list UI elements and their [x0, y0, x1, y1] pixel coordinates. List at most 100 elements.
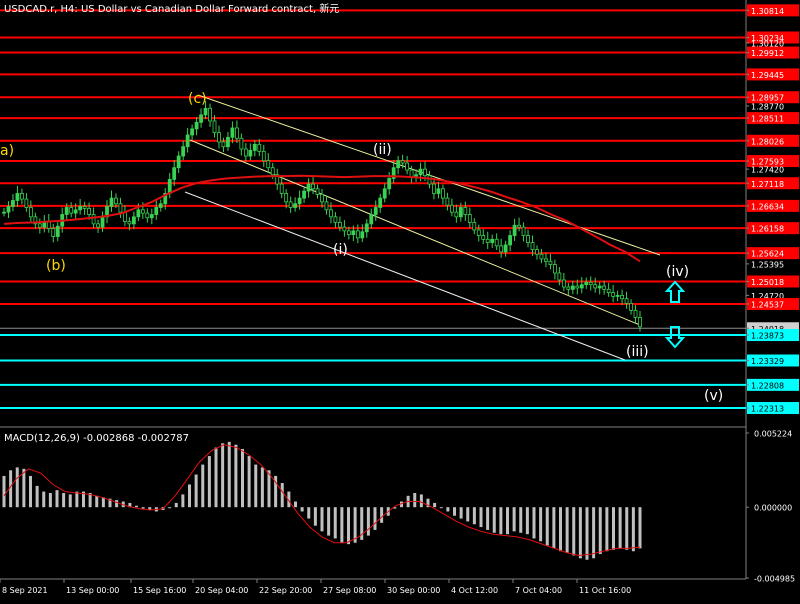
- macd-histogram-bar: [194, 474, 198, 508]
- candle-body: [145, 212, 150, 219]
- candle-body: [252, 143, 257, 151]
- candle-body: [208, 107, 212, 122]
- macd-histogram-bar: [592, 507, 596, 559]
- macd-histogram-bar: [360, 507, 364, 540]
- time-axis-label: 15 Sep 16:00: [133, 586, 186, 595]
- axis-tick-label: 1.30814: [751, 7, 784, 16]
- axis-tick-label: 1.22808: [751, 381, 784, 390]
- candle-body: [288, 201, 293, 208]
- candle-body: [315, 188, 320, 195]
- candle-body: [485, 238, 490, 243]
- macd-histogram-bar: [135, 505, 138, 508]
- axis-tick-label: 1.26634: [751, 202, 784, 211]
- macd-histogram-bar: [227, 441, 231, 508]
- axis-label-bg: [747, 68, 799, 81]
- candle-body: [243, 148, 248, 157]
- macd-histogram-bar: [48, 492, 52, 508]
- candle-body: [109, 197, 114, 207]
- macd-axis-label: -0.004985: [754, 575, 795, 584]
- macd-histogram-bar: [101, 497, 105, 508]
- macd-histogram-bar: [201, 464, 205, 508]
- macd-histogram-bar: [519, 507, 523, 533]
- candle-body: [248, 150, 253, 157]
- wave-label: (c): [188, 91, 207, 107]
- candle-body: [51, 228, 56, 237]
- candle-body: [91, 214, 96, 225]
- candle-body: [96, 223, 100, 228]
- candle-body: [167, 179, 172, 194]
- channel-lower-line: [184, 191, 626, 361]
- wave-label: (v): [704, 388, 723, 404]
- candle-body: [597, 285, 602, 289]
- axis-label-bg: [747, 199, 799, 212]
- macd-histogram-bar: [82, 491, 85, 508]
- macd-histogram-bar: [419, 494, 423, 508]
- candle-body: [149, 214, 154, 219]
- axis-tick-label: 1.27593: [751, 158, 784, 167]
- macd-histogram-bar: [539, 507, 543, 542]
- candle-body: [338, 222, 342, 228]
- axis-tick-label: 1.25395: [751, 260, 784, 269]
- candle-body: [620, 295, 624, 300]
- macd-histogram-bar: [552, 507, 556, 549]
- macd-histogram-bar: [353, 507, 357, 543]
- axis-label-bg: [747, 46, 799, 59]
- macd-histogram-bar: [88, 492, 92, 508]
- candle-body: [396, 160, 401, 169]
- macd-histogram-bar: [254, 464, 258, 508]
- macd-histogram-bar: [181, 494, 185, 508]
- macd-title: MACD(12,26,9) -0.002868 -0.002787: [4, 433, 189, 444]
- candle-body: [624, 298, 629, 304]
- macd-histogram-bar: [605, 507, 609, 552]
- macd-histogram-bar: [565, 507, 569, 553]
- macd-signal-line: [3, 444, 641, 557]
- macd-histogram-bar: [2, 475, 6, 508]
- macd-histogram-bar: [638, 507, 642, 549]
- axis-label-bg: [747, 297, 799, 310]
- candle-body: [235, 127, 239, 139]
- candle-body: [181, 146, 186, 157]
- candle-body: [333, 216, 338, 223]
- candle-body: [320, 193, 324, 203]
- candle-body: [476, 229, 481, 236]
- chart-title: USDCAD.r, H4: US Dollar vs Canadian Doll…: [4, 2, 339, 15]
- macd-histogram-bar: [578, 507, 582, 559]
- macd-histogram-bar: [439, 507, 443, 509]
- candle-body: [324, 201, 329, 211]
- moving-average-line: [3, 174, 641, 263]
- candle-body: [261, 150, 266, 162]
- macd-histogram-bar: [492, 507, 496, 533]
- candle-body: [535, 249, 539, 255]
- candle-body: [436, 188, 441, 194]
- axis-label-bg: [747, 177, 799, 190]
- macd-histogram-bar: [340, 507, 344, 543]
- macd-histogram-bar: [426, 498, 430, 508]
- candle-body: [176, 155, 181, 169]
- candle-body: [212, 120, 217, 134]
- candle-body: [557, 272, 562, 281]
- candle-body: [391, 167, 396, 179]
- candle-body: [266, 160, 271, 169]
- candle-body: [378, 197, 383, 208]
- axis-label-bg: [747, 329, 799, 342]
- candle-body: [539, 253, 544, 260]
- candle-body: [311, 183, 315, 190]
- time-axis-label: 7 Oct 04:00: [515, 586, 562, 595]
- candle-body: [293, 203, 298, 208]
- candle-body: [270, 167, 275, 176]
- macd-histogram-bar: [274, 475, 278, 508]
- time-axis-label: 27 Sep 08:00: [323, 586, 376, 595]
- macd-histogram-bar: [95, 495, 99, 508]
- axis-label-bg: [747, 4, 799, 17]
- candle-body: [360, 231, 365, 239]
- macd-histogram-bar: [631, 507, 635, 552]
- candle-body: [512, 224, 517, 236]
- macd-histogram-bar: [380, 507, 384, 523]
- macd-histogram-bar: [128, 502, 132, 508]
- candle-body: [163, 193, 168, 205]
- candle-body: [185, 134, 190, 148]
- candle-body: [329, 209, 333, 218]
- macd-histogram-bar: [75, 491, 79, 508]
